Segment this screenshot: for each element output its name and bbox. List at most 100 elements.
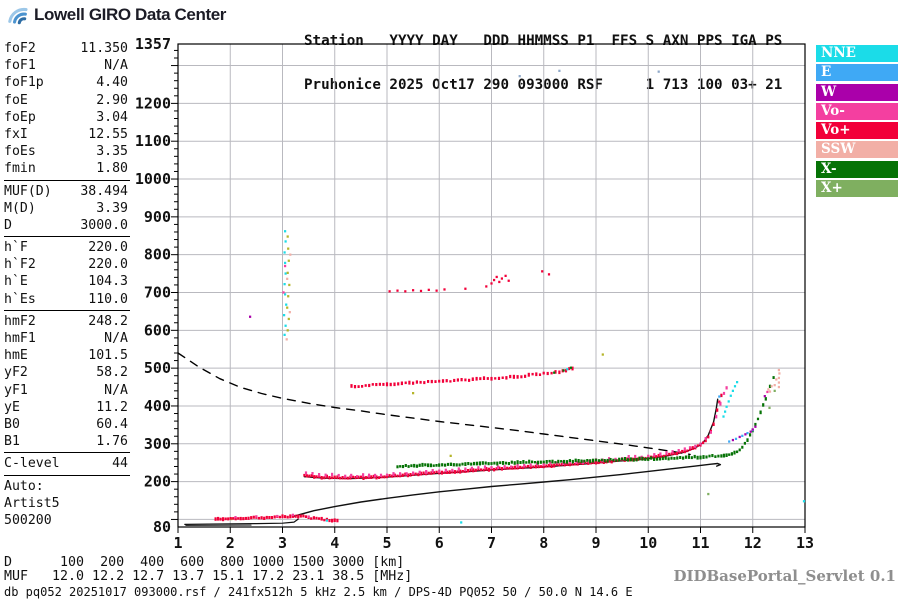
param-label: fxI: [4, 126, 28, 142]
station-header: Station YYYY DAY DDD HHMMSS P1 FFS S AXN…: [304, 5, 782, 122]
param-divider: [4, 452, 130, 454]
param-label: yF1: [4, 382, 28, 398]
station-header-values: Pruhonice 2025 Oct17 290 093000 RSF 1 71…: [304, 76, 783, 93]
x-axis-tick-label: 11: [691, 534, 709, 552]
param-label: foEs: [4, 144, 36, 160]
second-hop-extra-green: [553, 366, 572, 374]
param-value: 104.3: [88, 274, 128, 290]
param-panel: foF2 11.350 foF1 N/A foF1p 4.40 foE 2.90 foEp 3.0…: [4, 40, 130, 529]
param-label: foEp: [4, 109, 36, 125]
param-row: h`E 104.3: [4, 273, 128, 290]
param-value: 2.90: [96, 92, 128, 108]
param-label: h`F: [4, 240, 28, 256]
legend-item-w: W: [816, 83, 898, 101]
param-row: hmF1 N/A: [4, 330, 128, 347]
legend-item-e: E: [816, 64, 898, 82]
param-label: h`Es: [4, 291, 36, 307]
param-row: foF1p 4.40: [4, 74, 128, 91]
x-axis-tick-label: 12: [744, 534, 762, 552]
e-baseline: [184, 518, 299, 526]
param-divider: [4, 474, 130, 476]
spread-column-nne: [283, 230, 288, 336]
third-hop: [388, 270, 551, 293]
muf-row: MUF 12.0 12.2 12.7 13.7 15.1 17.2 23.1 3…: [4, 569, 413, 584]
param-label: foF1p: [4, 75, 44, 91]
param-row: fxI 12.55: [4, 126, 128, 143]
y-axis-tick-label: 80: [153, 518, 171, 536]
x-axis-tick-label: 2: [226, 534, 235, 552]
misc-cyan: [325, 368, 806, 524]
param-value: 3000.0: [80, 217, 128, 233]
param-divider: [4, 179, 130, 181]
echo-legend: NNE E W Vo- Vo+ SSW X- X+: [816, 45, 898, 199]
x-axis-tick-label: 6: [435, 534, 444, 552]
y-axis-tick-label: 500: [144, 359, 171, 377]
param-value: 60.4: [96, 416, 128, 432]
param-row: fmin 1.80: [4, 160, 128, 177]
param-label: foE: [4, 92, 28, 108]
param-value: 1.76: [96, 434, 128, 450]
param-value: 11.2: [96, 399, 128, 415]
param-value: 220.0: [88, 240, 128, 256]
f2-o-trace: [303, 393, 723, 480]
param-row: hmE 101.5: [4, 347, 128, 364]
param-row: foEp 3.04: [4, 109, 128, 126]
param-value: 3.04: [96, 109, 128, 125]
param-row: h`F2 220.0: [4, 256, 128, 273]
param-label: yE: [4, 399, 20, 415]
param-label: hmE: [4, 348, 28, 364]
param-row: yF2 58.2: [4, 364, 128, 381]
param-value: 248.2: [88, 313, 128, 329]
param-label: C-level: [4, 456, 60, 472]
param-value: 110.0: [88, 291, 128, 307]
param-value: 11.350: [80, 41, 128, 56]
x-axis-tick-label: 1: [173, 534, 182, 552]
x-axis-tick-label: 4: [330, 534, 339, 552]
x-riser-ssw: [767, 368, 781, 393]
y-axis-tick-label: 200: [144, 473, 171, 491]
x-axis-tick-label: 10: [639, 534, 657, 552]
param-row: MUF(D) 38.494: [4, 183, 128, 200]
param-label: B1: [4, 434, 20, 450]
legend-item-vo: Vo+: [816, 122, 898, 140]
param-label: D: [4, 217, 12, 233]
param-row: yE 11.2: [4, 399, 128, 416]
es-trace-pink: [234, 513, 310, 519]
param-row: foF2 11.350: [4, 40, 128, 57]
legend-item-nne: NNE: [816, 45, 898, 62]
legend-item-ssw: SSW: [816, 141, 898, 159]
param-label: fmin: [4, 161, 36, 177]
legend-item-x: X+: [816, 180, 898, 198]
param-divider: [4, 236, 130, 238]
param-row: foE 2.90: [4, 92, 128, 109]
top-specks: [518, 69, 660, 78]
x-axis-tick-label: 7: [487, 534, 496, 552]
param-label: hmF1: [4, 331, 36, 346]
param-label: hmF2: [4, 313, 36, 329]
param-value: 38.494: [80, 183, 128, 199]
param-value: 1.80: [96, 161, 128, 177]
y-axis-tick-label: 1100: [135, 132, 171, 150]
param-value: 12.55: [88, 126, 128, 142]
param-row: hmF2 248.2: [4, 313, 128, 330]
param-row: foF1 N/A: [4, 57, 128, 74]
y-axis-tick-label: 900: [144, 208, 171, 226]
param-value: N/A: [104, 58, 128, 74]
param-label: B0: [4, 416, 20, 432]
profile-line: [292, 462, 722, 518]
y-axis-tick-label: 700: [144, 283, 171, 301]
y-axis-tick-label: 400: [144, 397, 171, 415]
param-value: 3.35: [96, 144, 128, 160]
param-row: B0 60.4: [4, 416, 128, 433]
y-axis-tick-label: 800: [144, 246, 171, 264]
param-row: M(D) 3.39: [4, 200, 128, 217]
param-row: B1 1.76: [4, 433, 128, 450]
giro-logo: Lowell GIRO Data Center: [7, 4, 226, 26]
param-row: foEs 3.35: [4, 143, 128, 160]
x-axis-tick-label: 9: [591, 534, 600, 552]
param-row: h`Es 110.0: [4, 291, 128, 308]
station-header-columns: Station YYYY DAY DDD HHMMSS P1 FFS S AXN…: [304, 33, 783, 50]
x-axis-tick-label: 5: [382, 534, 391, 552]
